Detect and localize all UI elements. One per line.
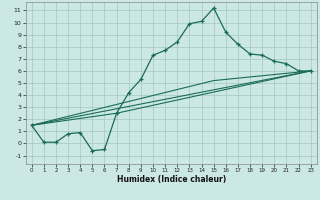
X-axis label: Humidex (Indice chaleur): Humidex (Indice chaleur) [116, 175, 226, 184]
